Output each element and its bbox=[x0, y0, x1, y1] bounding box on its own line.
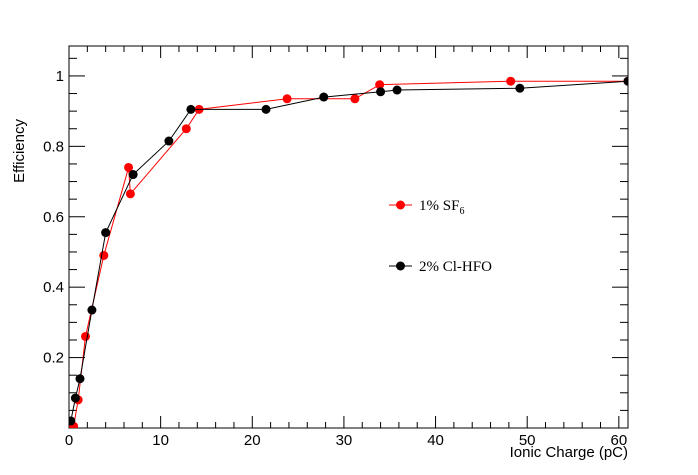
data-point bbox=[376, 87, 386, 97]
x-tick-label: 50 bbox=[519, 432, 536, 449]
legend-label: 2% Cl-HFO bbox=[419, 259, 492, 275]
data-point bbox=[75, 374, 85, 384]
data-point bbox=[261, 104, 271, 114]
legend-label: 1% SF6 bbox=[419, 198, 464, 217]
plot-frame bbox=[68, 45, 629, 429]
y-tick-label: 0.4 bbox=[43, 279, 64, 296]
data-point bbox=[101, 228, 111, 238]
x-tick-label: 30 bbox=[336, 432, 353, 449]
data-point bbox=[319, 92, 329, 102]
y-tick-label: 0.2 bbox=[43, 350, 64, 367]
y-axis-label: Efficiency bbox=[11, 119, 28, 183]
data-point bbox=[350, 94, 360, 104]
data-point bbox=[623, 76, 628, 86]
data-point bbox=[164, 136, 174, 146]
x-tick-label: 20 bbox=[244, 432, 261, 449]
data-point bbox=[181, 124, 191, 134]
legend-marker bbox=[396, 261, 405, 271]
data-point bbox=[69, 416, 76, 426]
data-point bbox=[70, 393, 80, 403]
data-point bbox=[124, 162, 134, 172]
y-tick-label: 0.6 bbox=[43, 209, 64, 226]
data-point bbox=[80, 331, 90, 341]
legend-entry-2-cl-hfo: 2% Cl-HFO bbox=[389, 259, 492, 275]
data-point bbox=[375, 80, 385, 90]
y-tick-label: 0.8 bbox=[43, 138, 64, 155]
data-point bbox=[128, 170, 138, 180]
x-tick-label: 0 bbox=[65, 432, 73, 449]
data-point bbox=[282, 94, 292, 104]
data-point bbox=[87, 305, 97, 315]
data-point bbox=[506, 76, 516, 86]
data-point bbox=[515, 83, 525, 93]
legend-marker bbox=[396, 200, 405, 210]
series-2-cl-hfo bbox=[69, 76, 628, 426]
x-tick-label: 10 bbox=[152, 432, 169, 449]
x-tick-label: 40 bbox=[427, 432, 444, 449]
axis-tick-labels: 0 10 20 30 40 50 60 0.2 0.4 0.6 0.8 1 bbox=[43, 68, 627, 449]
data-point bbox=[125, 189, 135, 199]
x-tick-label: 60 bbox=[610, 432, 627, 449]
data-point bbox=[186, 104, 196, 114]
legend-entry-1-sf6: 1% SF6 bbox=[389, 198, 464, 217]
data-point bbox=[392, 85, 402, 95]
x-axis-label: Ionic Charge (pC) bbox=[510, 444, 628, 461]
legend: 1% SF6 2% Cl-HFO bbox=[389, 198, 492, 275]
y-tick-label: 1 bbox=[56, 68, 64, 85]
series-layer bbox=[69, 76, 628, 428]
